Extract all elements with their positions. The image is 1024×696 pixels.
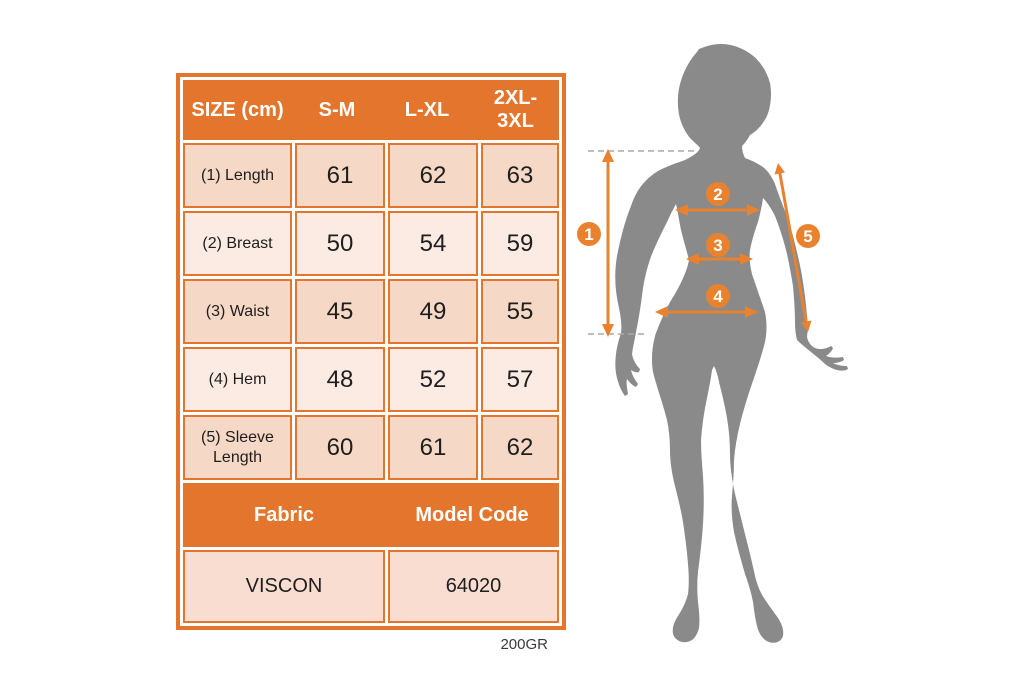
cell-value: 54 bbox=[388, 211, 478, 276]
row-label: (2) Breast bbox=[183, 211, 292, 276]
cell-value: 49 bbox=[388, 279, 478, 344]
size-table: SIZE (cm) S-M L-XL 2XL-3XL (1) Length 61… bbox=[176, 73, 566, 630]
cell-value: 50 bbox=[295, 211, 385, 276]
measure-arrow-waist bbox=[686, 253, 753, 265]
cell-value: 63 bbox=[481, 143, 559, 208]
female-silhouette bbox=[615, 44, 848, 643]
cell-value: 61 bbox=[295, 143, 385, 208]
cell-value: 62 bbox=[481, 415, 559, 480]
header-size-cm: SIZE (cm) bbox=[191, 98, 284, 121]
measure-arrow-sleeve bbox=[774, 163, 812, 332]
model-code-value: 64020 bbox=[388, 550, 559, 623]
row-label: (5) Sleeve Length bbox=[183, 415, 292, 480]
measure-arrow-hem bbox=[655, 306, 758, 318]
weight-note: 200GR bbox=[500, 636, 548, 653]
marker-badge-3: 3 bbox=[706, 233, 730, 257]
cell-value: 45 bbox=[295, 279, 385, 344]
table-header-band: SIZE (cm) S-M L-XL 2XL-3XL bbox=[183, 80, 559, 140]
header-lxl: L-XL bbox=[404, 98, 450, 121]
marker-number-5: 5 bbox=[803, 227, 812, 246]
fabric-label: Fabric bbox=[253, 503, 315, 526]
marker-number-1: 1 bbox=[584, 225, 593, 244]
model-code-label: Model Code bbox=[415, 503, 529, 526]
measure-arrow-length bbox=[602, 149, 614, 337]
marker-number-3: 3 bbox=[713, 236, 722, 255]
header-2xl3xl: 2XL-3XL bbox=[493, 87, 538, 132]
cell-value: 48 bbox=[295, 347, 385, 412]
marker-number-4: 4 bbox=[713, 287, 723, 306]
row-label: (3) Waist bbox=[183, 279, 292, 344]
marker-badge-5: 5 bbox=[796, 224, 820, 248]
measure-arrow-breast bbox=[675, 204, 760, 216]
figure-svg: 1 2 3 4 5 bbox=[577, 44, 848, 643]
table-footer-band: Fabric Model Code bbox=[183, 483, 559, 547]
fabric-value: VISCON bbox=[183, 550, 385, 623]
marker-badge-1: 1 bbox=[577, 222, 601, 246]
row-label: (1) Length bbox=[183, 143, 292, 208]
marker-badge-2: 2 bbox=[706, 182, 730, 206]
row-label: (4) Hem bbox=[183, 347, 292, 412]
marker-number-2: 2 bbox=[713, 185, 722, 204]
cell-value: 60 bbox=[295, 415, 385, 480]
marker-badge-4: 4 bbox=[706, 284, 730, 308]
cell-value: 55 bbox=[481, 279, 559, 344]
header-sm: S-M bbox=[318, 98, 356, 121]
cell-value: 57 bbox=[481, 347, 559, 412]
cell-value: 61 bbox=[388, 415, 478, 480]
measurement-figure: 1 2 3 4 5 bbox=[575, 35, 885, 675]
cell-value: 59 bbox=[481, 211, 559, 276]
cell-value: 62 bbox=[388, 143, 478, 208]
cell-value: 52 bbox=[388, 347, 478, 412]
